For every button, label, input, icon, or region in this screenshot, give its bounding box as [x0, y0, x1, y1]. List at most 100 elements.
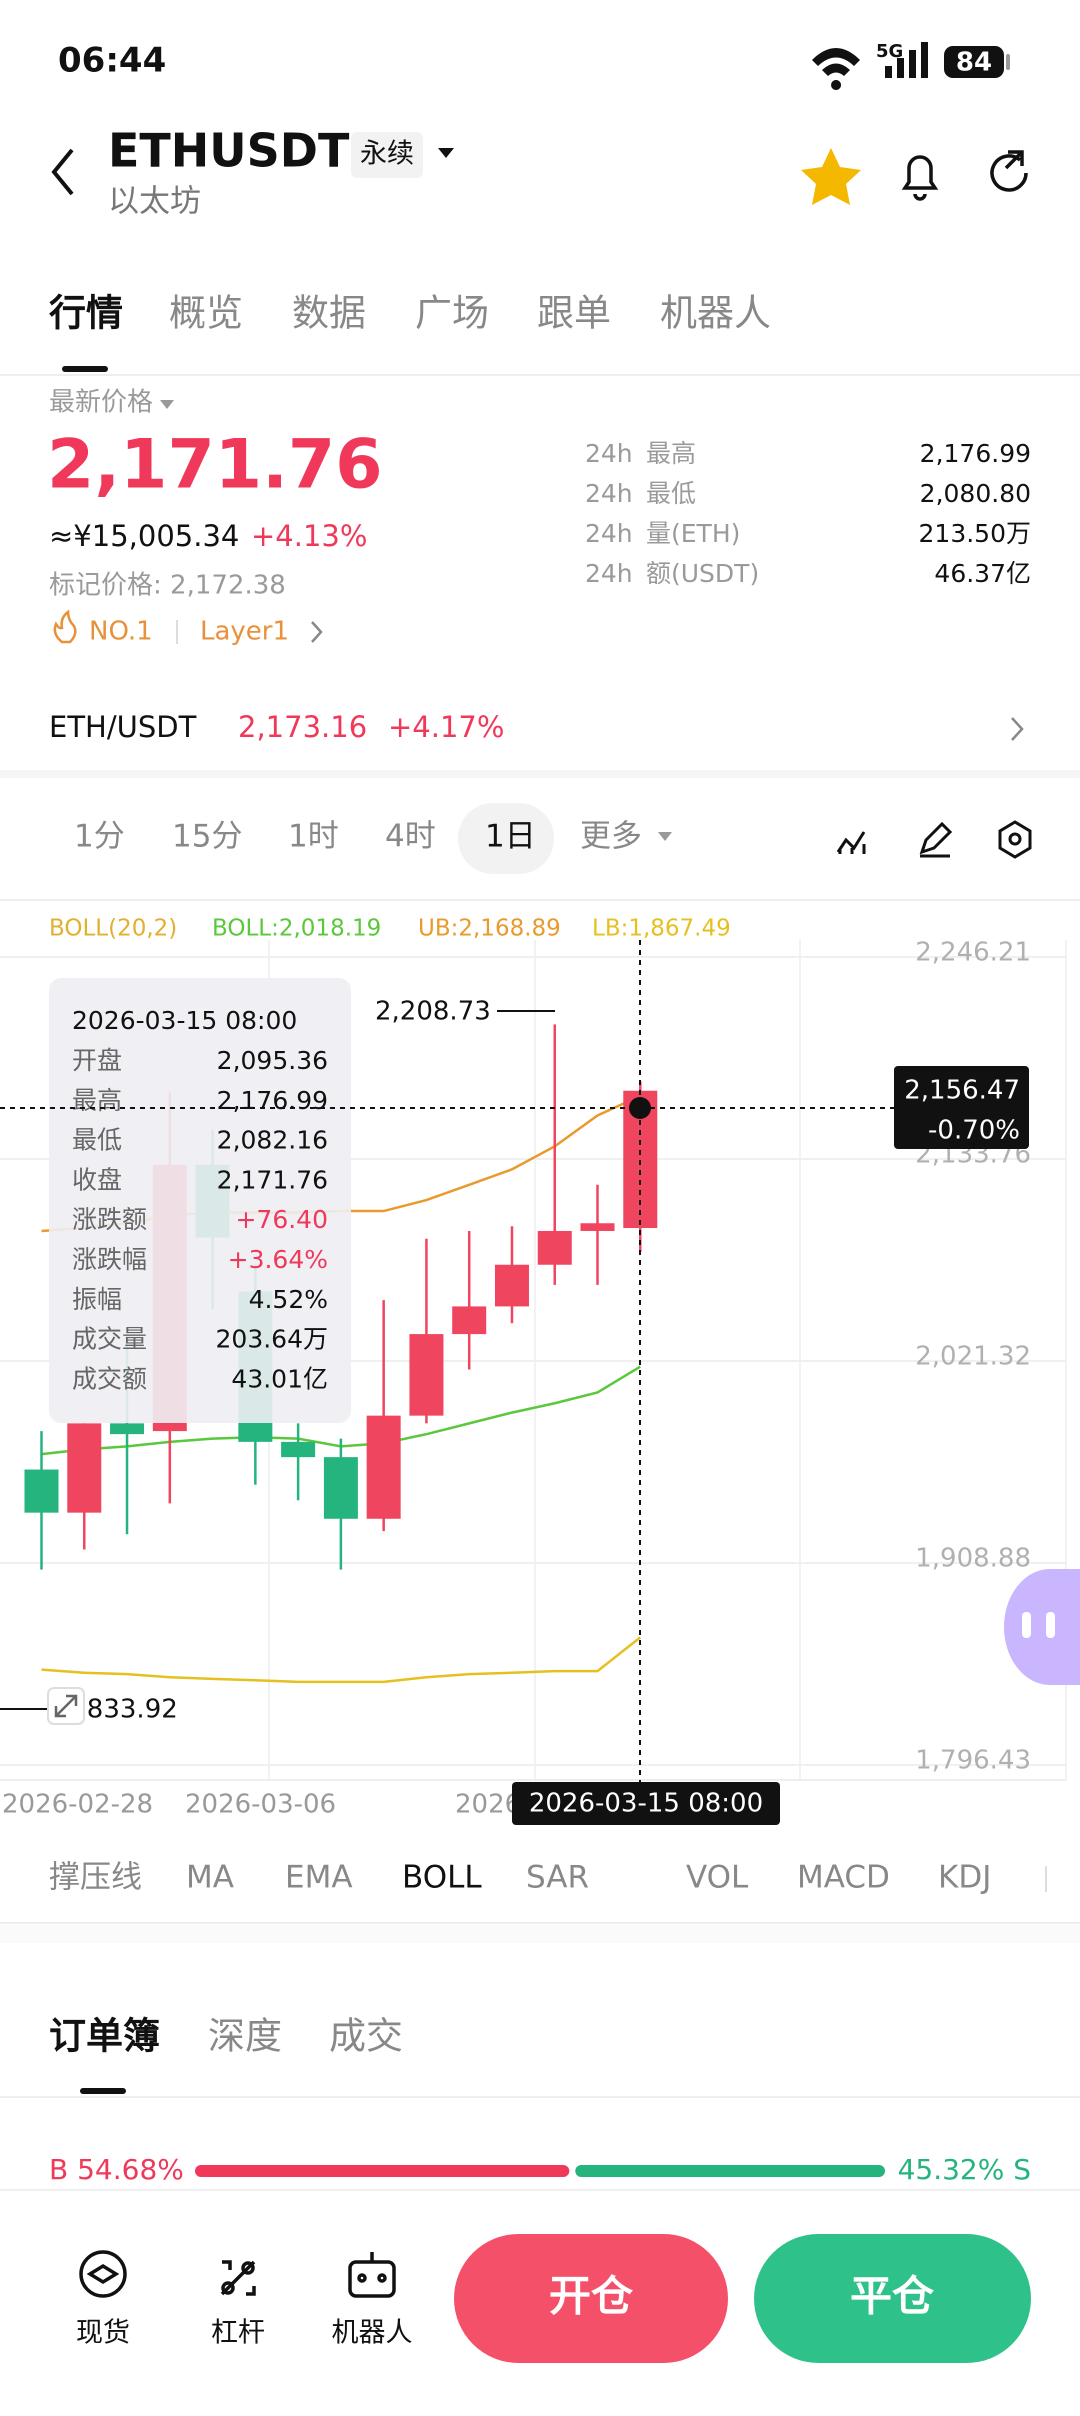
tag-bg [351, 132, 423, 178]
draw-icon[interactable] [919, 821, 953, 858]
spot-pair: ETH/USDT [49, 710, 197, 744]
crosshair-time-box [512, 1782, 780, 1825]
y-tick-label: 1,908.88 [915, 1543, 1031, 1573]
sell-bar [575, 2165, 885, 2177]
tooltip-key: 开盘 [72, 1046, 122, 1075]
open-label[interactable]: 开仓 [549, 2272, 634, 2321]
tooltip-value: +3.64% [228, 1245, 328, 1274]
indicator[interactable]: KDJ [938, 1860, 991, 1896]
boll-ub: UB:2,168.89 [418, 916, 561, 942]
stat-period: 24h [585, 519, 633, 548]
indicator-icon[interactable] [836, 831, 866, 854]
symbol: ETHUSDT [108, 124, 350, 178]
candle-body [494, 1264, 529, 1307]
interval[interactable]: 1分 [74, 819, 125, 855]
nav-label[interactable]: 现货 [76, 2318, 130, 2349]
close-label[interactable]: 平仓 [850, 2272, 935, 2321]
tab[interactable]: 数据 [292, 292, 366, 335]
favorite-star[interactable] [801, 148, 861, 205]
crosshair-time: 2026-03-15 08:00 [529, 1789, 763, 1819]
price-caret[interactable] [160, 400, 174, 409]
candle-body [24, 1469, 59, 1513]
last-price: 2,171.76 [47, 426, 383, 505]
close-button[interactable] [754, 2234, 1031, 2363]
chevron[interactable] [1011, 717, 1024, 741]
tooltip-time: 2026-03-15 08:00 [72, 1006, 297, 1035]
candle-body [110, 1423, 145, 1435]
stat-period: 24h [585, 439, 633, 468]
y-tick-label: 2,021.32 [915, 1342, 1031, 1372]
tooltip-key: 成交额 [72, 1364, 147, 1393]
candle-body [366, 1415, 401, 1519]
candle-body [409, 1334, 444, 1416]
cny-price: ≈¥15,005.34 [49, 519, 239, 553]
indicator[interactable]: MA [186, 1860, 234, 1896]
tooltip-value: 2,082.16 [217, 1126, 328, 1155]
section-gap [0, 1925, 1080, 1943]
interval[interactable]: 1日 [485, 819, 536, 855]
buy-ratio: B 54.68% [49, 2153, 184, 2186]
settings-icon[interactable] [998, 820, 1032, 859]
tooltip-value: 2,095.36 [217, 1046, 328, 1075]
crosshair-price: 2,156.47 [904, 1076, 1020, 1106]
mark-price: 标记价格: 2,172.38 [49, 571, 286, 601]
indicator[interactable]: 撑压线 [49, 1860, 142, 1896]
nav-label[interactable]: 机器人 [332, 2318, 413, 2349]
high-label: 2,208.73 [375, 997, 491, 1027]
stat-value: 213.50万 [919, 519, 1031, 548]
settings-icon-center [1008, 832, 1022, 846]
tooltip-key: 最低 [72, 1126, 122, 1155]
tab[interactable]: 概览 [169, 292, 243, 335]
indicator[interactable]: SAR [526, 1860, 589, 1896]
nav-icons [79, 2250, 396, 2298]
indicator[interactable]: MACD [797, 1860, 890, 1896]
share-icon[interactable] [990, 150, 1028, 192]
stat-name: 量(ETH) [646, 519, 740, 548]
interval[interactable]: 更多 [580, 819, 642, 855]
tab-underline [62, 366, 108, 372]
rank-tag: NO.1 [89, 617, 153, 647]
assistant-bubble[interactable] [1004, 1569, 1080, 1685]
indicator[interactable]: BOLL [402, 1860, 482, 1896]
indicator[interactable]: EMA [285, 1860, 353, 1896]
indicator[interactable]: VOL [686, 1860, 749, 1896]
back-button[interactable] [51, 148, 74, 196]
chevron[interactable] [311, 621, 323, 643]
more-caret[interactable] [658, 832, 672, 841]
book-tab[interactable]: 成交 [329, 2015, 403, 2058]
sector-tag[interactable]: Layer1 [200, 617, 289, 647]
nav-label[interactable]: 杠杆 [211, 2318, 265, 2349]
interval[interactable]: 4时 [385, 819, 436, 855]
contract-tag[interactable]: 永续 [360, 139, 414, 170]
bell-icon[interactable] [901, 155, 939, 201]
section-gap [0, 770, 1080, 778]
candle-body [580, 1223, 615, 1231]
candle-body [537, 1230, 572, 1265]
tab[interactable]: 跟单 [537, 292, 611, 335]
boll-line [41, 1636, 642, 1684]
tooltip-value: 43.01亿 [231, 1364, 328, 1393]
crosshair-change: -0.70% [928, 1116, 1020, 1146]
battery: 84 [956, 48, 992, 78]
crosshair-dot [629, 1097, 651, 1119]
tooltip-key: 涨跌幅 [72, 1245, 147, 1274]
interval[interactable]: 1时 [288, 819, 339, 855]
book-tab[interactable]: 订单簿 [49, 2015, 160, 2058]
tab[interactable]: 机器人 [660, 292, 771, 335]
tag-caret[interactable] [438, 148, 454, 158]
book-tab[interactable]: 深度 [208, 2015, 282, 2058]
interval[interactable]: 15分 [172, 819, 242, 855]
candle-body [452, 1306, 487, 1335]
sell-ratio: 45.32% S [898, 2153, 1031, 2186]
tooltip-value: 2,176.99 [217, 1086, 328, 1115]
price-label[interactable]: 最新价格 [49, 388, 153, 418]
boll-mid: BOLL:2,018.19 [212, 916, 381, 942]
expand-icon [54, 1694, 78, 1718]
tab[interactable]: 行情 [49, 292, 123, 335]
stat-name: 额(USDT) [646, 559, 759, 588]
open-button[interactable] [454, 2234, 728, 2363]
tab[interactable]: 广场 [415, 292, 489, 335]
spot-price: 2,173.16 [238, 710, 367, 744]
